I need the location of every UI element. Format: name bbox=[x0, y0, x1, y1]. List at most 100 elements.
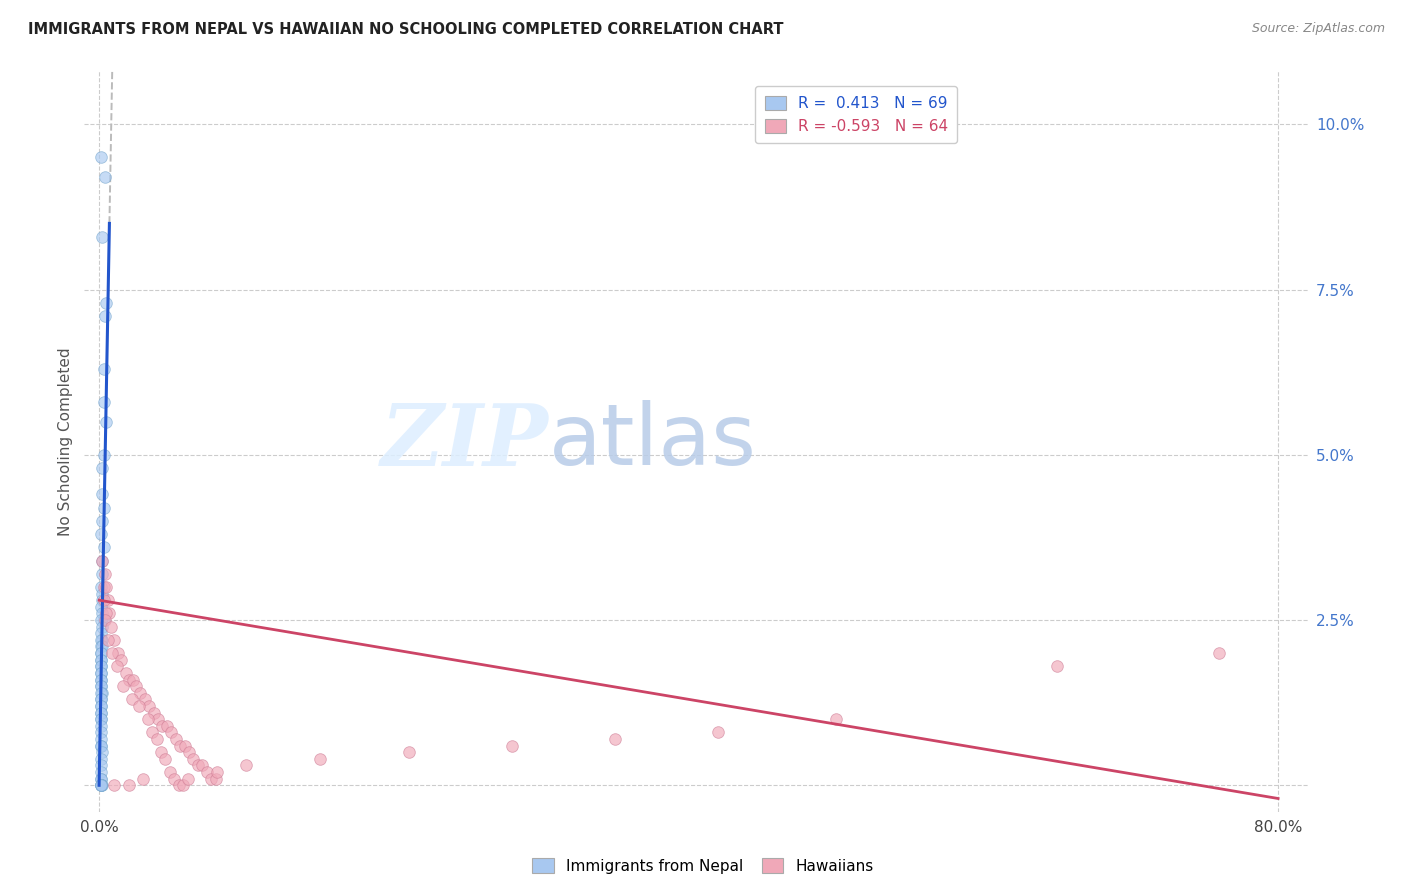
Point bbox=[156, 719, 179, 733]
Y-axis label: No Schooling Completed: No Schooling Completed bbox=[58, 347, 73, 536]
Point bbox=[90, 752, 112, 766]
Point bbox=[90, 580, 112, 594]
Point bbox=[90, 706, 112, 720]
Point bbox=[97, 632, 120, 647]
Point bbox=[93, 448, 115, 462]
Point bbox=[90, 778, 112, 792]
Point bbox=[91, 487, 114, 501]
Point bbox=[136, 712, 159, 726]
Point bbox=[145, 731, 167, 746]
Text: IMMIGRANTS FROM NEPAL VS HAWAIIAN NO SCHOOLING COMPLETED CORRELATION CHART: IMMIGRANTS FROM NEPAL VS HAWAIIAN NO SCH… bbox=[28, 22, 783, 37]
Legend: R =  0.413   N = 69, R = -0.593   N = 64: R = 0.413 N = 69, R = -0.593 N = 64 bbox=[755, 87, 957, 144]
Point bbox=[90, 653, 112, 667]
Point bbox=[90, 613, 112, 627]
Point bbox=[94, 309, 117, 323]
Legend: Immigrants from Nepal, Hawaiians: Immigrants from Nepal, Hawaiians bbox=[526, 852, 880, 880]
Point bbox=[90, 731, 112, 746]
Point bbox=[93, 361, 115, 376]
Point bbox=[90, 778, 112, 792]
Point bbox=[90, 692, 112, 706]
Point bbox=[90, 706, 112, 720]
Point bbox=[707, 725, 730, 739]
Point bbox=[90, 758, 112, 772]
Point bbox=[98, 607, 121, 621]
Point bbox=[90, 686, 112, 700]
Point bbox=[105, 659, 128, 673]
Point bbox=[183, 752, 205, 766]
Point bbox=[603, 731, 626, 746]
Point bbox=[90, 673, 112, 687]
Point bbox=[195, 765, 218, 780]
Point bbox=[114, 665, 136, 680]
Point bbox=[91, 632, 114, 647]
Point bbox=[134, 692, 156, 706]
Point bbox=[501, 739, 523, 753]
Point bbox=[90, 712, 112, 726]
Point bbox=[117, 778, 139, 792]
Point bbox=[204, 772, 226, 786]
Point bbox=[93, 541, 115, 555]
Point bbox=[103, 632, 125, 647]
Point bbox=[110, 653, 132, 667]
Point bbox=[117, 673, 139, 687]
Point bbox=[90, 665, 112, 680]
Point bbox=[91, 607, 114, 621]
Point bbox=[398, 745, 420, 759]
Point bbox=[200, 772, 222, 786]
Point bbox=[90, 719, 112, 733]
Point bbox=[100, 619, 122, 633]
Point bbox=[167, 778, 190, 792]
Point bbox=[90, 599, 112, 614]
Point bbox=[91, 778, 114, 792]
Point bbox=[159, 765, 181, 780]
Point bbox=[132, 772, 155, 786]
Point bbox=[96, 607, 118, 621]
Point bbox=[97, 593, 120, 607]
Point bbox=[91, 461, 114, 475]
Point bbox=[96, 415, 118, 429]
Point bbox=[93, 593, 115, 607]
Point bbox=[150, 745, 173, 759]
Point bbox=[90, 692, 112, 706]
Point bbox=[94, 566, 117, 581]
Point bbox=[235, 758, 257, 772]
Point bbox=[121, 692, 143, 706]
Point bbox=[94, 613, 117, 627]
Point bbox=[163, 772, 186, 786]
Point bbox=[90, 725, 112, 739]
Text: atlas: atlas bbox=[550, 400, 758, 483]
Point bbox=[155, 752, 177, 766]
Point bbox=[101, 646, 124, 660]
Point bbox=[93, 395, 115, 409]
Point bbox=[90, 739, 112, 753]
Point bbox=[141, 725, 163, 739]
Point bbox=[128, 698, 150, 713]
Point bbox=[103, 778, 125, 792]
Point bbox=[91, 586, 114, 600]
Point bbox=[90, 527, 112, 541]
Point bbox=[146, 712, 169, 726]
Point bbox=[90, 665, 112, 680]
Point bbox=[90, 679, 112, 693]
Point bbox=[177, 745, 200, 759]
Point bbox=[125, 679, 148, 693]
Point bbox=[91, 553, 114, 567]
Point bbox=[191, 758, 214, 772]
Text: Source: ZipAtlas.com: Source: ZipAtlas.com bbox=[1251, 22, 1385, 36]
Point bbox=[90, 632, 112, 647]
Point bbox=[173, 739, 195, 753]
Point bbox=[93, 500, 115, 515]
Point bbox=[129, 686, 152, 700]
Point bbox=[90, 778, 112, 792]
Point bbox=[90, 659, 112, 673]
Point bbox=[96, 580, 118, 594]
Point bbox=[90, 698, 112, 713]
Text: ZIP: ZIP bbox=[381, 400, 550, 483]
Point bbox=[90, 778, 112, 792]
Point bbox=[187, 758, 209, 772]
Point bbox=[91, 229, 114, 244]
Point bbox=[90, 698, 112, 713]
Point bbox=[90, 772, 112, 786]
Point bbox=[90, 646, 112, 660]
Point bbox=[90, 712, 112, 726]
